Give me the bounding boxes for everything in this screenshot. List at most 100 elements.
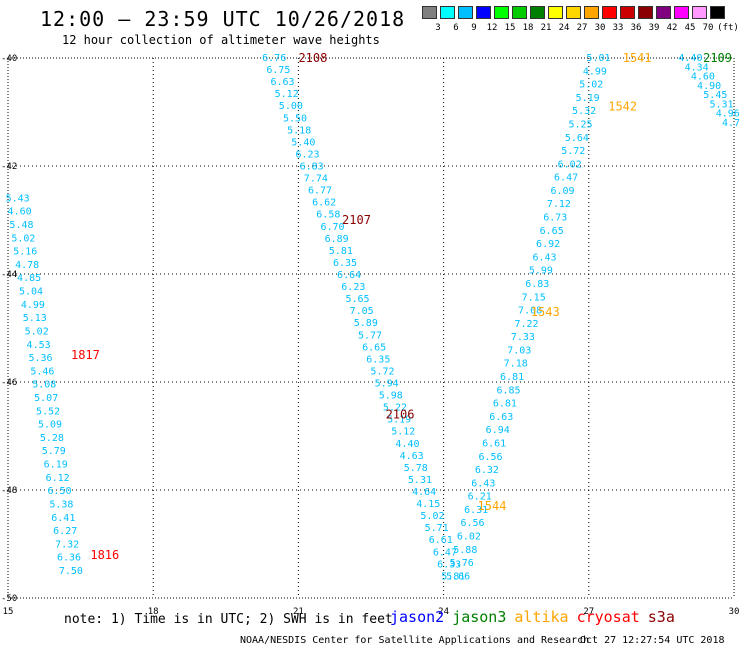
wave-height-point: 5.13 (23, 313, 47, 324)
wave-height-point: 5.76 (450, 558, 474, 569)
wave-height-point: 7.12 (547, 199, 571, 210)
wave-height-point: 5.81 (329, 246, 353, 257)
wave-height-point: 6.02 (457, 532, 481, 543)
color-swatch-label: 33 (612, 23, 624, 33)
wave-height-point: 5.02 (11, 233, 35, 244)
wave-height-point: 5.72 (370, 366, 394, 377)
satellite-legend: jason2 jason3 altika cryosat s3a (390, 608, 683, 626)
wave-height-point: 6.75 (266, 65, 290, 76)
wave-height-point: 6.83 (300, 162, 324, 173)
wave-height-point: 5.72 (561, 146, 585, 157)
wave-height-point: 6.76 (262, 53, 286, 64)
track-annotations: 2108 2107 2106 1817 1816 1541 1542 1543 1544 2109 (71, 51, 732, 562)
axes (7, 57, 735, 599)
wave-height-point: 6.33 (437, 559, 461, 570)
wave-height-point: 5.18 (287, 125, 311, 136)
color-swatch (440, 6, 455, 19)
wave-height-point: 7.03 (507, 345, 531, 356)
wave-height-point: 6.62 (312, 198, 336, 209)
wave-height-point: 4.85 (17, 273, 41, 284)
footnote: note: 1) Time is in UTC; 2) SWH is in fe… (64, 612, 393, 627)
wave-height-point: 5.02 (25, 326, 49, 337)
color-swatch-label: 12 (486, 23, 498, 33)
wave-height-point: 6.70 (320, 222, 344, 233)
wave-height-point: 5.31 (710, 99, 734, 110)
wave-height-point: 5.66 (446, 571, 470, 582)
wave-height-point: 5.12 (275, 89, 299, 100)
wave-height-point: 6.56 (460, 518, 484, 529)
wave-height-point: 6.73 (543, 213, 567, 224)
wave-height-point: 6.81 (500, 372, 524, 383)
wave-height-point: 6.12 (46, 473, 70, 484)
color-swatch (692, 6, 707, 19)
legend-item-altika: altika (514, 608, 569, 626)
wave-height-point: 5.02 (579, 80, 603, 91)
wave-height-point: 4.34 (685, 62, 709, 73)
color-swatch (620, 6, 635, 19)
wave-height-point: 6.83 (525, 279, 549, 290)
wave-height-point: 5.16 (13, 247, 37, 258)
wave-height-point: 6.61 (429, 535, 453, 546)
color-swatch-label: 39 (648, 23, 660, 33)
wave-height-point: 5.94 (375, 379, 399, 390)
wave-height-point: 7.15 (522, 292, 546, 303)
wave-height-point: 6.81 (493, 399, 517, 410)
color-swatch-label: 42 (666, 23, 678, 33)
wave-height-point: 6.89 (325, 234, 349, 245)
wave-height-point: 6.23 (341, 282, 365, 293)
wave-height-point: 7.22 (514, 319, 538, 330)
track-time-label: 1542 (608, 100, 637, 114)
wave-height-point: 5.50 (283, 113, 307, 124)
wave-height-point: 5.01 (586, 53, 610, 64)
wave-height-point: 4.63 (400, 451, 424, 462)
color-swatch-label: 30 (594, 23, 606, 33)
y-tick-label: -40 (1, 54, 17, 64)
track-time-label: 1816 (90, 548, 119, 562)
footer-timestamp: Oct 27 12:27:54 UTC 2018 (580, 635, 725, 646)
wave-height-point: 5.31 (408, 475, 432, 486)
wave-height-point: 6.32 (475, 465, 499, 476)
wave-height-point: 5.02 (420, 511, 444, 522)
color-swatch (476, 6, 491, 19)
wave-height-point: 5.25 (568, 119, 592, 130)
legend-item-jason2: jason2 (390, 608, 445, 626)
x-tick-label: 27 (583, 607, 594, 617)
y-tick-label: -46 (1, 378, 17, 388)
data-points: 5.43 4.60 5.48 5.02 5.16 4.78 4.85 5.04 4.99 5.13… (6, 53, 740, 582)
wave-height-point: 6.94 (486, 425, 510, 436)
color-swatch (494, 6, 509, 19)
color-swatch-label: 15 (504, 23, 516, 33)
wave-height-point: 5.22 (383, 403, 407, 414)
chart-title: 12:00 — 23:59 UTC 10/26/2018 (40, 7, 406, 31)
wave-height-point: 5.46 (30, 366, 54, 377)
wave-height-point: 4.78 (15, 260, 39, 271)
wave-height-point: 6.36 (57, 553, 81, 564)
wave-height-point: 4.90 (697, 81, 721, 92)
wave-height-point: 5.71 (425, 523, 449, 534)
wave-height-point: 5.78 (404, 463, 428, 474)
color-swatch-label: 21 (540, 23, 552, 33)
wave-height-point: 4.96 (716, 109, 740, 120)
wave-height-point: 5.00 (279, 101, 303, 112)
wave-height-point: 6.65 (362, 342, 386, 353)
wave-height-point: 6.50 (47, 486, 71, 497)
wave-height-point: 7.33 (511, 332, 535, 343)
color-swatch (566, 6, 581, 19)
wave-height-point: 5.04 (19, 287, 43, 298)
wave-height-point: 6.47 (554, 173, 578, 184)
color-swatch (584, 6, 599, 19)
color-swatch (422, 6, 437, 19)
wave-height-point: 5.32 (572, 106, 596, 117)
wave-height-point: 5.65 (345, 294, 369, 305)
wave-height-point: 4.99 (583, 66, 607, 77)
wave-height-point: 4.75 (722, 118, 740, 129)
color-swatch (512, 6, 527, 19)
wave-height-point: 5.19 (576, 93, 600, 104)
wave-height-point: 4.64 (412, 487, 436, 498)
color-swatch-label: 36 (630, 23, 642, 33)
wave-height-point: 6.35 (333, 258, 357, 269)
wave-height-point: 4.40 (395, 439, 419, 450)
wave-height-point: 6.43 (532, 252, 556, 263)
track-time-label: 2109 (703, 51, 732, 65)
wave-height-point: 6.85 (496, 385, 520, 396)
